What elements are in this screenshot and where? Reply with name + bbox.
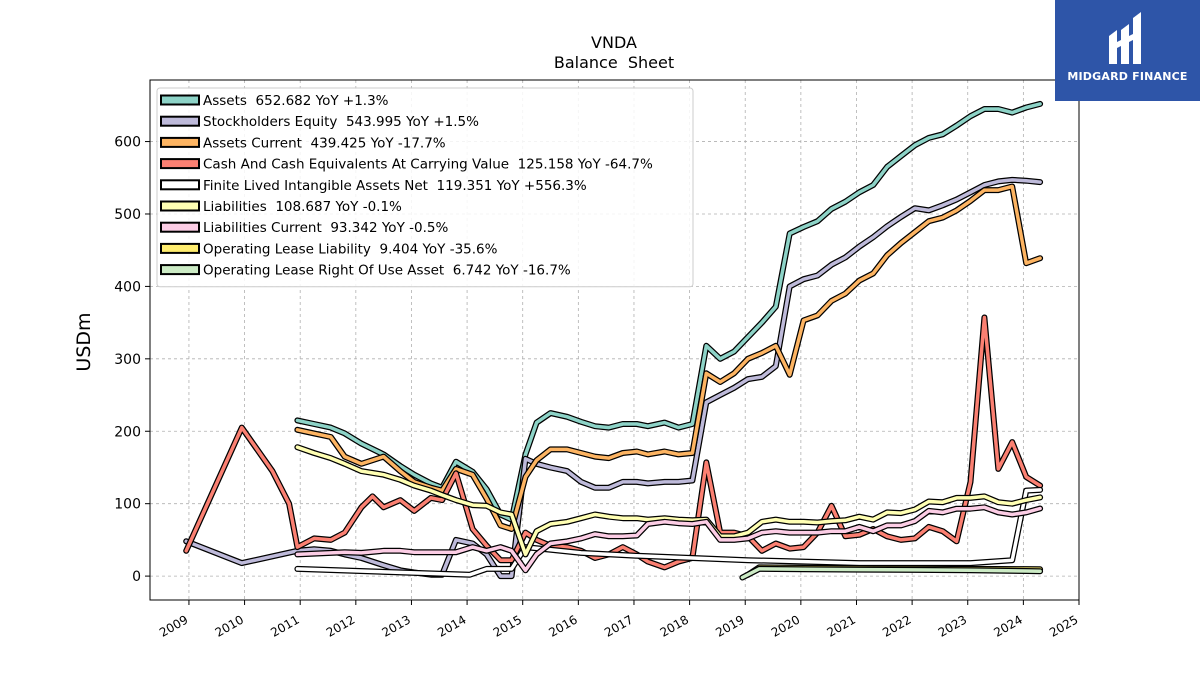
series-line-liabilities-current [295,505,1042,573]
legend-entry: Liabilities Current 93.342 YoY -0.5% [203,220,448,236]
legend-entry: Cash And Cash Equivalents At Carrying Va… [203,157,653,173]
legend-swatch [160,136,200,148]
legend: Assets 652.682 YoY +1.3% Stockholders Equ… [156,87,694,288]
y-tick-label: 0 [132,569,141,585]
x-tick-label: 2024 [991,612,1024,639]
legend-swatch [160,179,200,191]
x-tick-label: 2015 [491,612,524,639]
x-tick-label: 2017 [602,612,635,639]
y-axis-label: USDm [73,312,95,371]
legend-swatch [160,221,200,233]
x-tick-label: 2022 [880,612,913,639]
y-tick-label: 200 [114,424,141,440]
x-tick-label: 2016 [546,612,579,639]
y-tick-label: 400 [114,279,141,295]
legend-swatch [160,94,200,106]
legend-entry: Assets 652.682 YoY +1.3% [203,93,389,109]
series-line-finite-lived-intangible-assets-net [295,488,1042,577]
x-tick-label: 2018 [658,612,691,639]
x-tick-label: 2020 [769,612,802,639]
logo-mark-icon [1109,12,1141,64]
x-tick-label: 2009 [157,612,190,639]
y-tick-label: 300 [114,352,141,368]
x-tick-label: 2025 [1047,612,1080,639]
legend-swatch [160,264,200,276]
y-tick-label: 500 [114,207,141,223]
legend-entry: Finite Lived Intangible Assets Net 119.3… [203,178,587,194]
series-line-assets-current [295,184,1042,531]
legend-swatch [160,115,200,127]
legend-entry: Operating Lease Liability 9.404 YoY -35.… [203,241,498,257]
legend-entry: Liabilities 108.687 YoY -0.1% [203,199,402,215]
chart-subtitle: Balance Sheet [554,53,674,72]
brand-logo: MIDGARD FINANCE [1055,0,1200,101]
series-line-operating-lease-right-of-use-asset [740,567,1042,580]
legend-swatch [160,242,200,254]
x-tick-label: 2010 [213,612,246,639]
x-tick-label: 2013 [380,612,413,639]
legend-entry: Stockholders Equity 543.995 YoY +1.5% [203,114,479,130]
x-tick-label: 2021 [825,612,858,639]
legend-box [156,87,694,288]
series-line-assets [295,102,1042,522]
series-lines [183,100,1044,581]
x-tick-label: 2012 [324,612,357,639]
legend-swatch [160,200,200,212]
x-tick-label: 2014 [435,612,468,639]
x-tick-label: 2019 [713,612,746,639]
legend-entry: Assets Current 439.425 YoY -17.7% [203,135,446,151]
chart-title: VNDA [591,33,637,52]
series-line-liabilities [295,445,1042,557]
logo-text: MIDGARD FINANCE [1067,70,1188,83]
x-tick-label: 2023 [936,612,969,639]
legend-entry: Operating Lease Right Of Use Asset 6.742… [203,263,571,279]
plot-frame [149,79,1080,601]
y-tick-label: 600 [114,135,141,151]
x-tick-label: 2011 [268,612,301,639]
legend-swatch [160,158,200,170]
y-tick-label: 100 [114,497,141,513]
